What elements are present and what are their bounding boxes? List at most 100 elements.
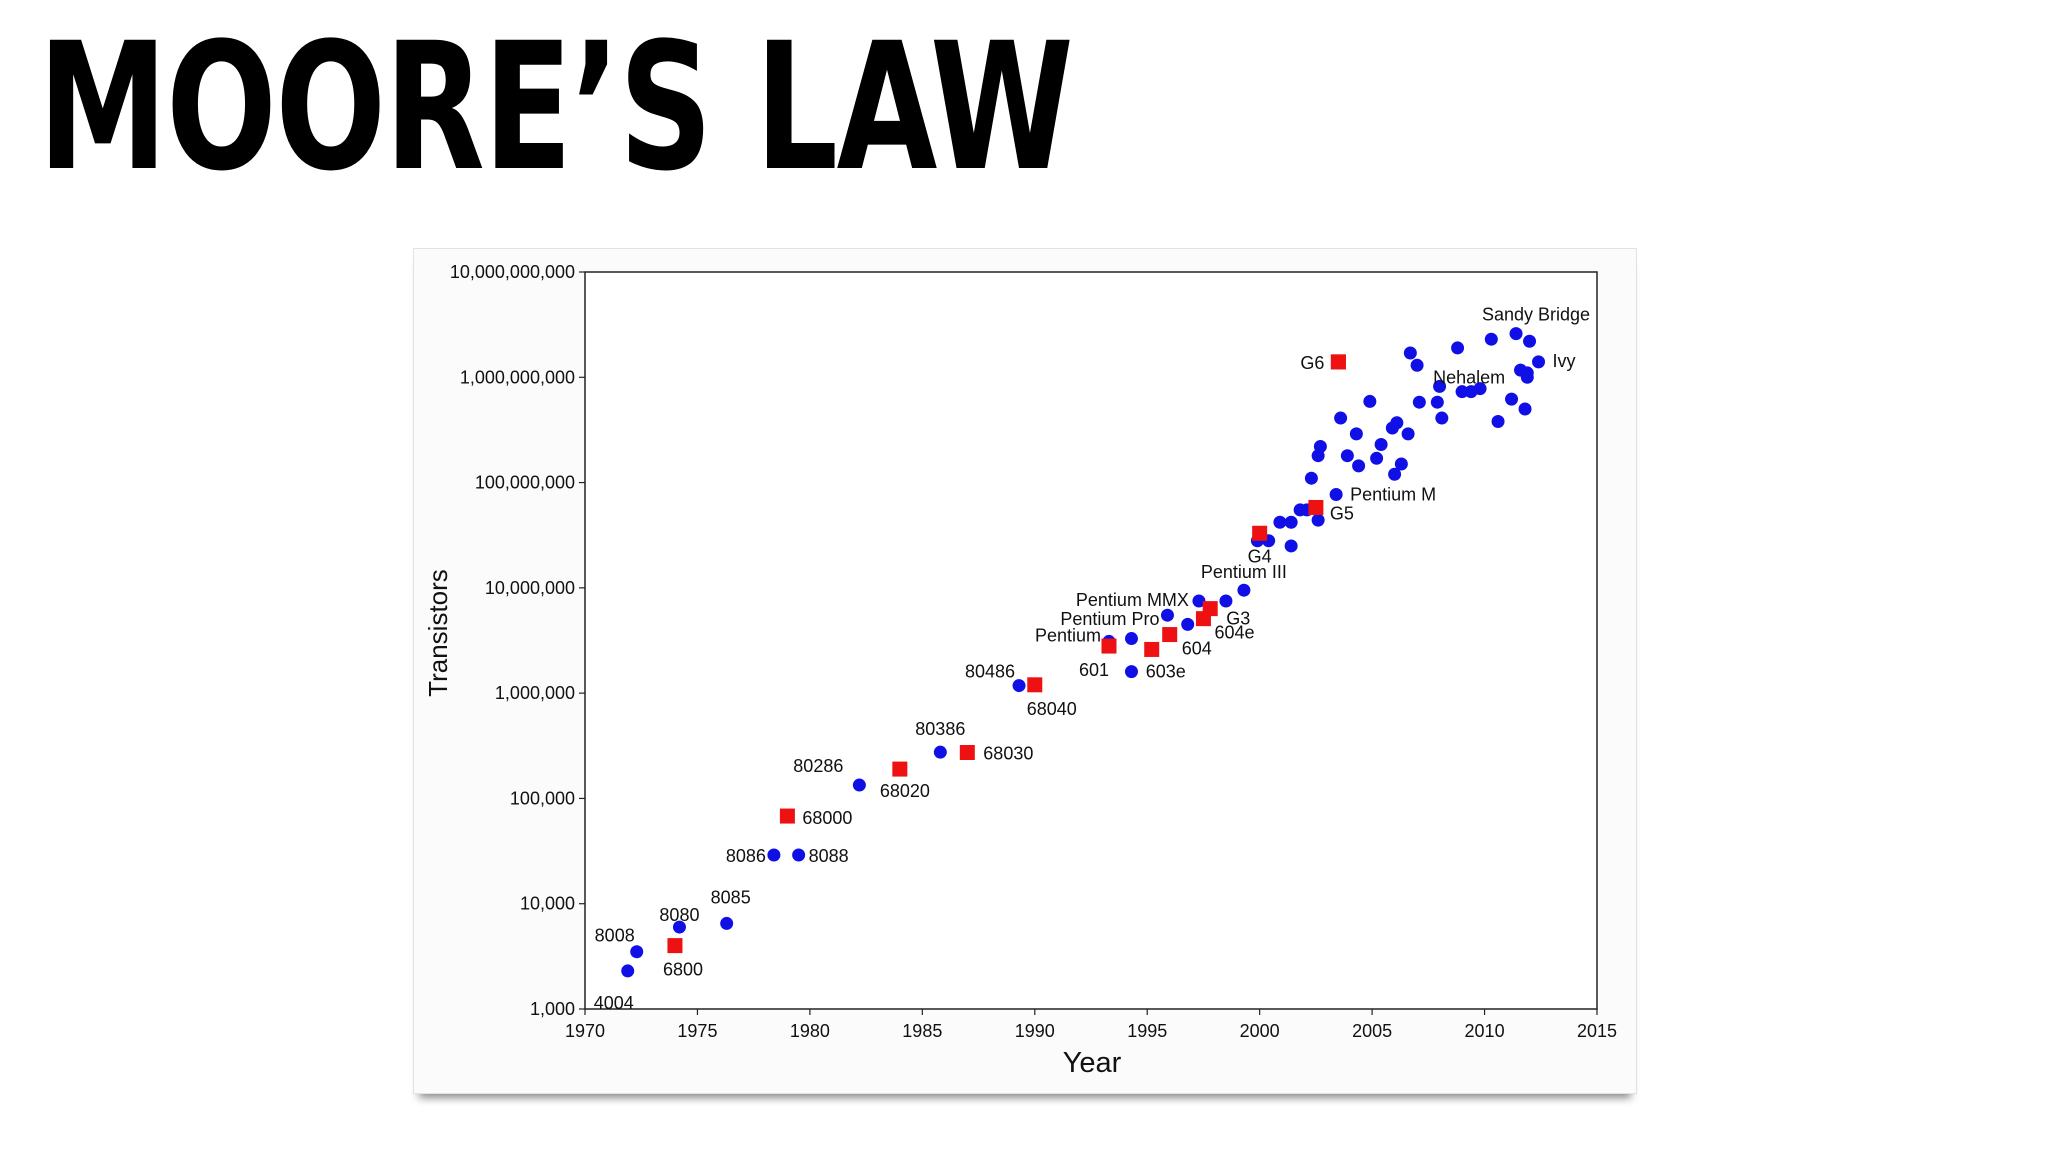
circle-point	[1412, 395, 1426, 409]
circle-point	[1219, 594, 1233, 608]
point-label: 4004	[594, 993, 634, 1013]
point-label: 601	[1079, 660, 1109, 680]
circle-point	[1484, 332, 1498, 346]
circle-point	[1340, 449, 1354, 463]
circle-point	[1311, 513, 1325, 527]
square-point	[1144, 641, 1160, 657]
point-label: Nehalem	[1433, 367, 1505, 387]
y-tick-label: 10,000,000,000	[450, 262, 575, 282]
point-label: G3	[1226, 609, 1250, 629]
circle-point	[1124, 632, 1138, 646]
point-label: 80386	[915, 719, 965, 739]
circle-point	[1273, 515, 1287, 529]
square-point	[1308, 499, 1324, 515]
point-label: Pentium	[1035, 625, 1101, 645]
point-label: 68040	[1027, 699, 1077, 719]
point-label: Pentium Pro	[1060, 609, 1159, 629]
square-point	[667, 938, 683, 954]
circle-point	[1394, 457, 1408, 471]
point-label: 8088	[809, 846, 849, 866]
point-label: Ivy	[1553, 351, 1576, 371]
circle-point	[1334, 411, 1348, 425]
circle-point	[1192, 594, 1206, 608]
circle-point	[1124, 665, 1138, 679]
point-label: 68030	[983, 744, 1033, 764]
circle-point	[1532, 355, 1546, 369]
circle-point	[1433, 379, 1447, 393]
circle-point	[1181, 617, 1195, 631]
circle-point	[1313, 440, 1327, 454]
circle-point	[1451, 341, 1465, 355]
axes: 1,000 10,000 100,000 1,000,000 10,000,000 100…	[450, 262, 1617, 1041]
x-tick-label: 1990	[1015, 1021, 1055, 1041]
point-label: 603e	[1146, 661, 1186, 681]
square-point	[779, 808, 795, 824]
circle-point	[1435, 411, 1449, 425]
point-label: 604e	[1214, 623, 1254, 643]
circle-point	[1160, 608, 1174, 622]
circle-point	[767, 848, 781, 862]
transistor-count-chart: 1,000 10,000 100,000 1,000,000 10,000,000 100…	[423, 262, 1617, 1079]
y-tick-label: 1,000	[530, 999, 575, 1019]
point-label: Pentium M	[1350, 485, 1436, 505]
circle-point	[933, 745, 947, 759]
circle-point	[1237, 583, 1251, 597]
x-tick-label: 2010	[1465, 1021, 1505, 1041]
circle-point	[1329, 488, 1343, 502]
circle-point	[1455, 385, 1469, 399]
circle-point	[1388, 467, 1402, 481]
y-axis-title: Transistors	[423, 569, 453, 697]
point-label: Pentium III	[1201, 562, 1287, 582]
square-point	[1162, 627, 1178, 643]
circle-point	[1012, 679, 1026, 693]
square-point	[1027, 677, 1043, 693]
y-tick-label: 100,000	[510, 788, 575, 808]
square-point	[892, 761, 908, 777]
point-label: G6	[1300, 353, 1324, 373]
y-tick-label: 1,000,000	[495, 683, 575, 703]
circle-point	[1363, 394, 1377, 408]
point-label: 6800	[663, 960, 703, 980]
point-label: 8080	[659, 905, 699, 925]
slide-title: MOORE’S LAW	[38, 5, 1074, 210]
x-tick-label: 1980	[790, 1021, 830, 1041]
point-label: 80486	[965, 662, 1015, 682]
circle-point	[1473, 382, 1487, 396]
circle-point	[1390, 416, 1404, 430]
x-tick-label: 1970	[565, 1021, 605, 1041]
square-point	[1330, 354, 1346, 370]
circle-point	[630, 945, 644, 959]
circle-point	[1304, 471, 1318, 485]
y-tick-label: 10,000	[520, 894, 575, 914]
y-tick-label: 100,000,000	[475, 473, 575, 493]
circle-point	[1523, 334, 1537, 348]
square-point	[959, 745, 975, 761]
point-labels: 4004 8008 8080 8085 8086 8088 80286 80386 80486 P…	[594, 305, 1590, 1013]
x-axis-title: Year	[1063, 1047, 1122, 1079]
circle-point	[1430, 395, 1444, 409]
circle-point	[1401, 427, 1415, 441]
circle-point	[621, 964, 635, 978]
point-label: 604	[1182, 639, 1212, 659]
circle-point	[1284, 515, 1298, 529]
point-label: Pentium MMX	[1076, 590, 1189, 610]
y-tick-label: 1,000,000,000	[460, 367, 575, 387]
x-tick-label: 2005	[1352, 1021, 1392, 1041]
square-point	[1252, 525, 1268, 541]
circle-point	[1374, 437, 1388, 451]
circle-point	[1518, 402, 1532, 416]
circle-point	[1520, 370, 1534, 384]
point-label: G4	[1248, 546, 1272, 566]
chart-card: 1,000 10,000 100,000 1,000,000 10,000,000 100…	[413, 248, 1637, 1094]
point-label: 68020	[880, 781, 930, 801]
x-tick-label: 2000	[1240, 1021, 1280, 1041]
point-label: 8086	[726, 846, 766, 866]
x-tick-label: 1985	[902, 1021, 942, 1041]
y-tick-label: 10,000,000	[485, 578, 575, 598]
x-tick-label: 2015	[1577, 1021, 1617, 1041]
point-label: G5	[1330, 503, 1354, 523]
circle-point	[672, 920, 686, 934]
circle-point	[1370, 451, 1384, 465]
point-label: 8008	[595, 926, 635, 946]
circle-point	[1505, 392, 1519, 406]
